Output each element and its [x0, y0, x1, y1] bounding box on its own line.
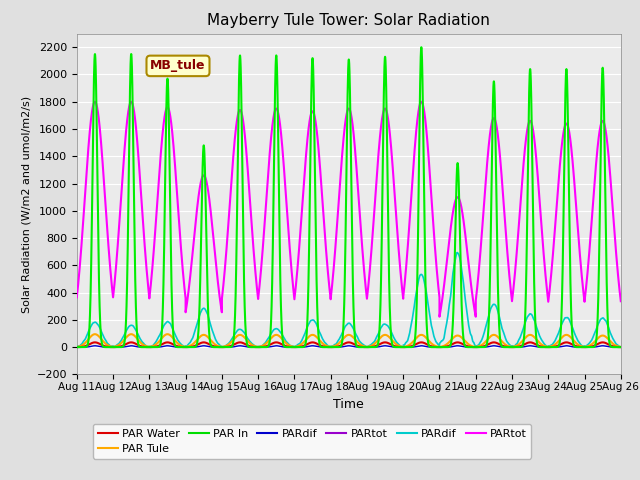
Legend: PAR Water, PAR Tule, PAR In, PARdif, PARtot, PARdif, PARtot: PAR Water, PAR Tule, PAR In, PARdif, PAR…	[93, 424, 531, 459]
Text: MB_tule: MB_tule	[150, 60, 205, 72]
X-axis label: Time: Time	[333, 397, 364, 410]
Y-axis label: Solar Radiation (W/m2 and umol/m2/s): Solar Radiation (W/m2 and umol/m2/s)	[21, 96, 31, 312]
Title: Mayberry Tule Tower: Solar Radiation: Mayberry Tule Tower: Solar Radiation	[207, 13, 490, 28]
